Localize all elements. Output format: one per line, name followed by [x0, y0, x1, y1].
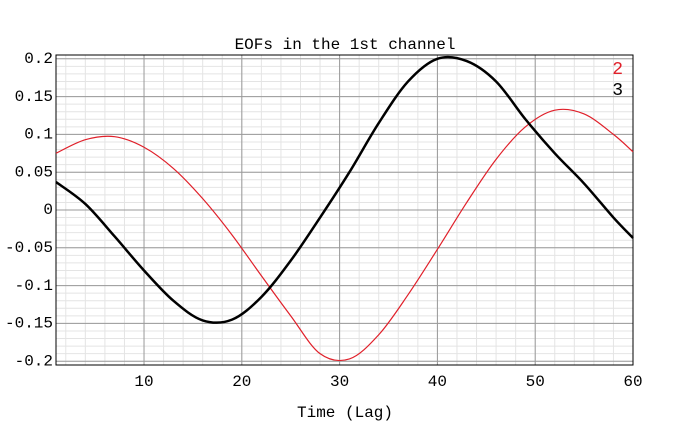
legend-label: 3 [612, 81, 623, 101]
x-tick-label: 40 [428, 373, 447, 391]
y-tick-label: 0.2 [24, 50, 53, 68]
x-tick-label: 60 [623, 373, 642, 391]
y-tick-label: -0.05 [5, 239, 53, 257]
plot-frame [55, 54, 634, 366]
legend-label: 2 [612, 60, 623, 80]
y-tick-label: 0.15 [15, 88, 53, 106]
x-tick-label: 30 [330, 373, 349, 391]
chart-title: EOFs in the 1st channel [235, 36, 456, 54]
y-tick-label: 0.1 [24, 126, 53, 144]
series-line [55, 108, 634, 362]
series-line [55, 55, 634, 324]
y-tick-label: -0.1 [15, 277, 53, 295]
y-tick-label: -0.15 [5, 315, 53, 333]
y-tick-label: 0.05 [15, 163, 53, 181]
x-axis-label: Time (Lag) [297, 404, 393, 422]
x-tick-label: 50 [526, 373, 545, 391]
y-tick-label: -0.2 [15, 352, 53, 370]
y-tick-label: 0 [43, 201, 53, 219]
x-tick-label: 10 [134, 373, 153, 391]
x-tick-label: 20 [232, 373, 251, 391]
